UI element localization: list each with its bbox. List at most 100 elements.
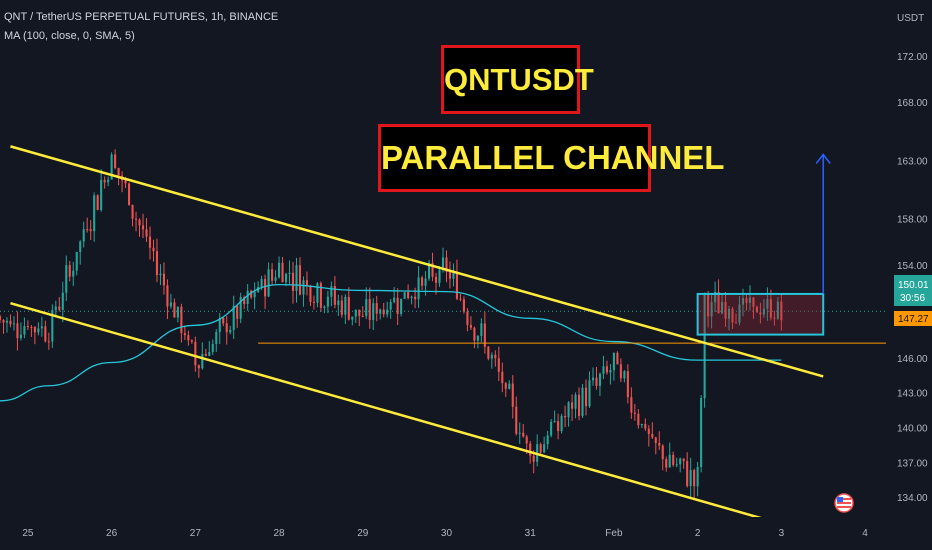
candle-body bbox=[183, 333, 186, 336]
price-axis-unit: USDT bbox=[897, 13, 924, 24]
time-axis-background bbox=[0, 517, 932, 550]
channel-upper-line[interactable] bbox=[10, 145, 824, 378]
candle-body bbox=[508, 383, 511, 389]
time-axis[interactable]: 25 26 27 28 29 30 31 Feb 2 3 4 bbox=[0, 517, 932, 550]
candle-body bbox=[169, 302, 172, 307]
candle-body bbox=[564, 415, 567, 418]
time-tick-label: 2 bbox=[695, 528, 701, 539]
candle-body bbox=[124, 180, 127, 184]
consolidation-box[interactable] bbox=[696, 292, 825, 336]
candle-body bbox=[239, 297, 242, 319]
candle-body bbox=[323, 306, 326, 308]
candle-body bbox=[291, 272, 295, 291]
candle-body bbox=[700, 398, 703, 467]
candle-body bbox=[626, 371, 629, 398]
candle-body bbox=[703, 294, 706, 399]
candle-body bbox=[155, 251, 159, 276]
time-tick-label: 28 bbox=[273, 528, 285, 539]
candle-body bbox=[253, 291, 256, 298]
candle-body bbox=[598, 373, 602, 386]
candle-body bbox=[344, 296, 347, 315]
price-axis[interactable]: USDT 172.00 168.00 163.00 158.00 154.00 146.0… bbox=[886, 0, 932, 517]
us-flag-icon[interactable] bbox=[834, 493, 854, 513]
candle-body bbox=[759, 312, 762, 315]
candle-body bbox=[361, 315, 364, 317]
candle-body bbox=[79, 241, 82, 252]
candle-body bbox=[745, 298, 748, 303]
candle-body bbox=[107, 179, 110, 183]
candle-body bbox=[197, 365, 200, 369]
candle-body bbox=[211, 343, 214, 352]
candle-body bbox=[455, 272, 458, 299]
candle-body bbox=[602, 366, 605, 374]
candle-body bbox=[525, 436, 528, 444]
candle-body bbox=[748, 297, 752, 303]
candle-body bbox=[100, 179, 103, 210]
candle-body bbox=[351, 316, 354, 320]
candle-body bbox=[417, 277, 420, 300]
candle-body bbox=[134, 218, 138, 220]
candle-body bbox=[518, 432, 521, 434]
time-tick-label: 31 bbox=[525, 528, 537, 539]
candle-body bbox=[274, 277, 277, 281]
candle-body bbox=[358, 309, 361, 316]
candle-body bbox=[438, 270, 441, 283]
candle-body bbox=[755, 306, 758, 313]
candle-body bbox=[0, 316, 2, 321]
candle-body bbox=[511, 383, 514, 407]
candle-body bbox=[584, 387, 588, 407]
candle-body bbox=[679, 458, 682, 465]
candle-body bbox=[675, 464, 678, 466]
candle-body bbox=[243, 297, 246, 305]
candle-body bbox=[93, 195, 96, 232]
candle-body bbox=[605, 366, 608, 373]
candle-body bbox=[550, 421, 553, 436]
candle-body bbox=[284, 273, 288, 283]
time-tick-label: 4 bbox=[862, 528, 868, 539]
time-tick-label: 27 bbox=[190, 528, 202, 539]
candle-body bbox=[326, 296, 329, 307]
price-tick-label: 146.00 bbox=[897, 354, 928, 365]
candle-body bbox=[232, 305, 235, 330]
candle-body bbox=[490, 354, 493, 359]
candle-body bbox=[553, 421, 556, 423]
channel-lower-line[interactable] bbox=[10, 302, 782, 526]
candle-body bbox=[114, 154, 117, 168]
candle-body bbox=[721, 301, 724, 314]
candle-body bbox=[637, 413, 640, 426]
candle-body bbox=[661, 445, 664, 460]
candle-body bbox=[2, 320, 5, 323]
candle-body bbox=[309, 286, 312, 302]
time-tick-label: 26 bbox=[106, 528, 118, 539]
candle-body bbox=[616, 352, 619, 365]
candle-body bbox=[141, 225, 145, 230]
time-tick-label: 3 bbox=[779, 528, 785, 539]
candle-body bbox=[494, 354, 497, 359]
candle-body bbox=[16, 323, 19, 339]
candle-body bbox=[654, 437, 657, 443]
candle-body bbox=[82, 229, 85, 242]
candle-body bbox=[431, 262, 434, 277]
candle-body bbox=[9, 320, 12, 325]
time-tick-label: 30 bbox=[441, 528, 453, 539]
candle-body bbox=[12, 323, 15, 325]
candle-body bbox=[560, 415, 563, 432]
candle-body bbox=[445, 257, 448, 272]
candle-body bbox=[330, 286, 333, 297]
last-price-value: 150.01 bbox=[898, 280, 929, 291]
candle-body bbox=[333, 286, 336, 305]
candle-body bbox=[58, 306, 61, 310]
candle-body bbox=[51, 310, 54, 342]
target-arrow-head bbox=[815, 153, 831, 164]
candle-body bbox=[557, 421, 560, 432]
candle-body bbox=[152, 247, 155, 252]
candle-body bbox=[571, 402, 574, 409]
candle-body bbox=[316, 283, 319, 303]
candle-body bbox=[466, 311, 469, 325]
candles-layer bbox=[0, 149, 783, 499]
candle-body bbox=[469, 324, 472, 328]
price-tick-label: 140.00 bbox=[897, 424, 928, 435]
candle-body bbox=[225, 323, 228, 333]
indicator-label[interactable]: MA (100, close, 0, SMA, 5) bbox=[4, 30, 135, 42]
